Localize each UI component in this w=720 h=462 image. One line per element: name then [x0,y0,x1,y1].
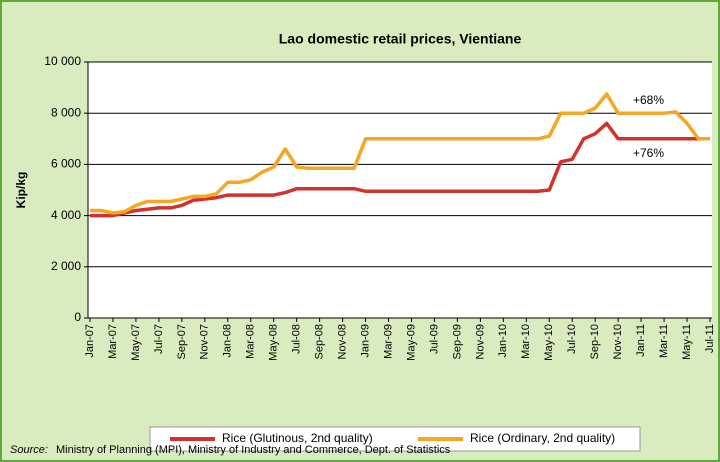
y-tick-label: 6 000 [51,157,81,171]
series-line [90,92,710,215]
y-tick-label: 10 000 [44,54,81,68]
x-tick-label: Sep-09 [451,324,463,359]
legend-label: Rice (Ordinary, 2nd quality) [470,431,615,445]
legend [149,426,641,452]
x-tick-label: Jul-07 [153,324,165,354]
x-tick-label: May-11 [681,324,693,360]
x-tick-label: Jan-08 [222,324,234,358]
x-tick-label: May-07 [130,324,142,361]
x-tick-label: Jul-10 [566,324,578,354]
y-tick-label: 4 000 [51,208,81,222]
x-tick-label: Mar-11 [658,324,670,358]
x-tick-label: Mar-10 [520,324,532,359]
x-tick-label: Sep-07 [176,324,188,359]
x-tick-label: May-10 [543,324,555,361]
x-tick-label: Jan-09 [359,324,371,358]
chart-title: Lao domestic retail prices, Vientiane [279,31,522,47]
y-tick-label: 8 000 [51,105,81,119]
x-tick-label: Nov-07 [199,324,211,359]
x-tick-label: Jan-07 [84,324,96,358]
x-tick-label: Sep-10 [589,324,601,359]
x-tick-label: Jan-10 [497,324,509,358]
x-tick-label: Nov-10 [612,324,624,359]
source: Ministry of Planning (MPI), Ministry of … [56,444,451,456]
source-label: Source: [10,444,48,456]
x-tick-label: May-08 [268,324,280,361]
series-line [90,121,710,218]
x-tick-label: Jul-11 [704,324,716,353]
annotation: +68% [633,93,664,107]
x-tick-label: Mar-08 [245,324,257,359]
x-tick-label: Jul-09 [428,324,440,354]
y-tick-label: 0 [74,310,81,324]
x-tick-label: Mar-09 [382,324,394,359]
x-tick-label: Jan-11 [635,324,647,357]
x-tick-label: Jul-08 [291,324,303,354]
x-tick-label: Mar-07 [107,324,119,359]
y-axis-label: Kip/kg [14,172,28,209]
x-tick-label: Nov-09 [474,324,486,359]
annotation: +76% [633,146,664,160]
x-tick-label: Nov-08 [336,324,348,359]
legend-label: Rice (Glutinous, 2nd quality) [222,431,373,445]
x-tick-label: Sep-08 [314,324,326,359]
x-tick-label: May-09 [405,324,417,361]
y-tick-label: 2 000 [51,259,81,273]
